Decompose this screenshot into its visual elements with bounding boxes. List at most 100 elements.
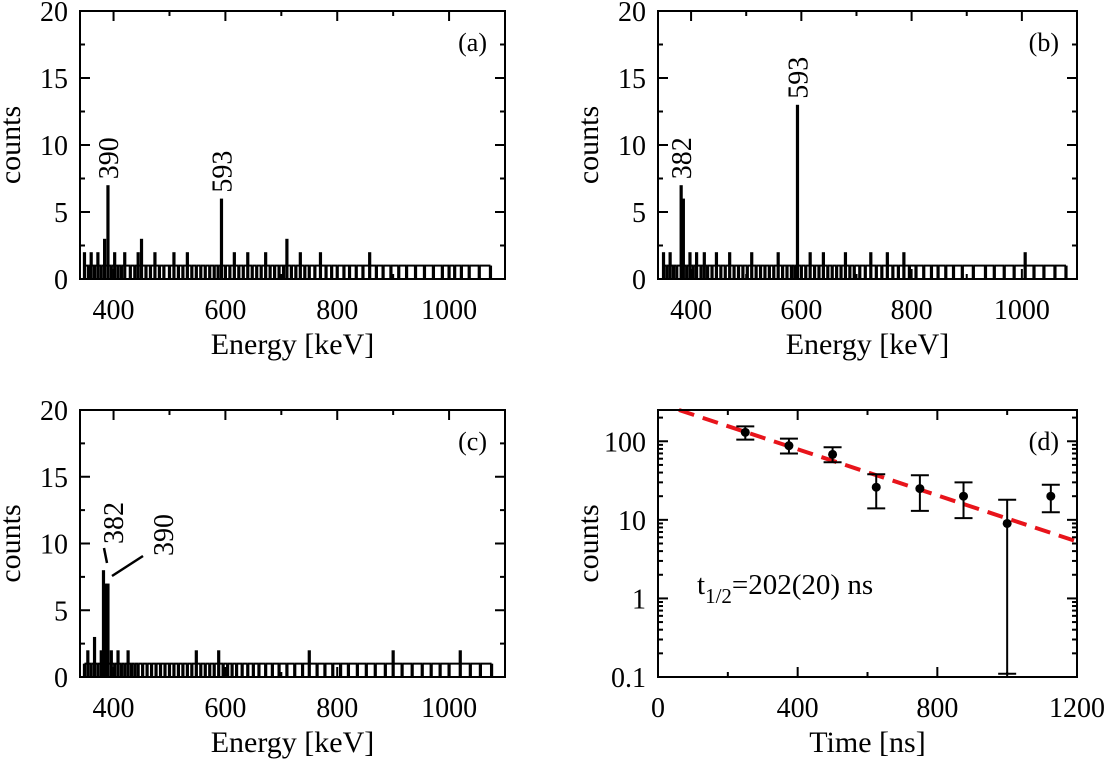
panel-c-bar: [172, 663, 176, 677]
panel-c-bar: [129, 663, 134, 677]
panel-b-bar: [772, 265, 776, 279]
panel-a-ylabel: counts: [0, 106, 27, 184]
panel-a-bar: [347, 265, 352, 279]
panel-b-bar: [767, 265, 771, 279]
panel-c-bar: [136, 663, 140, 677]
panel-a-bar: [477, 265, 481, 279]
panel-a-bar: [176, 265, 181, 279]
panel-b-bar: [880, 265, 884, 279]
panel-d-fit-line: [678, 408, 1078, 544]
panel-c-xtick-label-1000: 1000: [421, 693, 477, 724]
panel-a-bar: [190, 265, 194, 279]
panel-a-spectrum: [82, 185, 493, 279]
panel-a-bar: [313, 265, 317, 279]
panel-d-ytick-label-10: 10: [618, 506, 646, 537]
panel-b-bar: [858, 265, 862, 279]
panel-a-ytick-label-0: 0: [54, 265, 68, 296]
panel-a-bar: [92, 265, 97, 279]
panel-b-bar: [944, 265, 948, 279]
panel-d-fit-layer: [678, 408, 1078, 544]
panel-b-bar: [839, 265, 843, 279]
panel-d-xtick-label-0: 0: [651, 693, 665, 724]
panel-c-bar: [221, 663, 225, 677]
panel-c-bar: [355, 663, 359, 677]
panel-d-xlabel: Time [ns]: [809, 726, 925, 759]
panel-b-bar: [896, 265, 900, 279]
panel-b-peak-label-593: 593: [783, 57, 814, 99]
panel-b-bar: [1012, 265, 1016, 279]
panel-a-bar: [397, 265, 401, 279]
panel-c-bar: [364, 663, 368, 677]
panel-c-bar: [203, 663, 207, 677]
panel-b-bar: [891, 265, 895, 279]
panel-a-bar: [467, 265, 471, 279]
panel-b-bar: [699, 265, 703, 279]
panel-a-ytick-label-15: 15: [40, 64, 68, 95]
panel-d-ytick-label-1: 1: [632, 584, 646, 615]
panel-c-bar: [89, 663, 93, 677]
panel-b-bar: [1032, 265, 1036, 279]
panel-d-xtick-label-1200: 1200: [1049, 693, 1105, 724]
panel-a-ticks: 400 600 800 1000 0 5 10 15 20: [40, 0, 505, 326]
panel-a-bar: [440, 265, 444, 279]
panel-b-bar: [914, 265, 918, 279]
panel-b-peak-label-382: 382: [667, 137, 698, 179]
panel-b-bar: [826, 265, 830, 279]
panel-c-bar: [383, 663, 387, 677]
panel-c-bar: [158, 663, 163, 677]
panel-b-ylabel: counts: [572, 106, 605, 184]
panel-b-bar: [675, 265, 679, 279]
panel-b-bar: [763, 265, 767, 279]
panel-a-bar: [144, 265, 148, 279]
panel-a-bar: [208, 265, 212, 279]
panel-a-bar: [106, 185, 110, 279]
panel-a-bar: [148, 265, 153, 279]
panel-a-bar: [374, 265, 378, 279]
panel-b-xlabel: Energy [keV]: [786, 328, 950, 361]
panel-d-label: (d): [1029, 427, 1059, 456]
panel-b-bar: [830, 265, 834, 279]
panel-a-bar: [228, 265, 232, 279]
panel-a-bar: [199, 265, 203, 279]
panel-d-point-4: [915, 484, 925, 494]
panel-a-bar: [422, 265, 427, 279]
panel-a-bar: [289, 265, 293, 279]
panel-c-bar: [181, 663, 185, 677]
panel-d-point-7: [1046, 491, 1056, 501]
panel-a-bar: [181, 265, 185, 279]
panel-c-ytick-label-20: 20: [40, 396, 68, 427]
panel-a-bar: [162, 265, 166, 279]
panel-a-bar: [268, 265, 272, 279]
panel-c-xtick-label-400: 400: [93, 693, 135, 724]
panel-b-bar: [706, 265, 710, 279]
panel-b-bar: [992, 265, 996, 279]
panel-c-bar: [373, 663, 377, 677]
panel-b-ytick-label-5: 5: [632, 198, 646, 229]
panel-c-bar: [346, 663, 351, 677]
panel-a-bar: [307, 265, 311, 279]
panel-b-bar: [691, 265, 695, 279]
panel-b-xtick-label-600: 600: [780, 295, 822, 326]
panel-b-bar: [951, 265, 956, 279]
panel-b-bar: [936, 265, 940, 279]
panel-a-xtick-label-400: 400: [93, 295, 135, 326]
panel-b-bar: [719, 265, 723, 279]
panel-b-bar: [723, 265, 727, 279]
panel-c-ytick-label-5: 5: [54, 596, 68, 627]
panel-a-bar: [237, 265, 241, 279]
panel-c-bar: [141, 663, 145, 677]
panel-b-bar: [812, 265, 817, 279]
panel-c-bar: [429, 663, 433, 677]
panel-a-bar: [255, 265, 259, 279]
panel-a-bar: [241, 265, 245, 279]
half-life-subscript: 1/2: [705, 584, 732, 608]
panel-a-bar: [119, 265, 123, 279]
panel-c-xlabel: Energy [keV]: [211, 726, 375, 759]
panel-a-bar: [157, 265, 162, 279]
panel-d-ytick-label-100: 100: [604, 427, 646, 458]
panel-d-point-3: [871, 482, 881, 492]
panel-b-bar: [679, 185, 683, 279]
panel-b-ytick-label-20: 20: [618, 0, 646, 28]
panel-c-bar: [154, 663, 158, 677]
panel-c-bar: [489, 663, 494, 677]
